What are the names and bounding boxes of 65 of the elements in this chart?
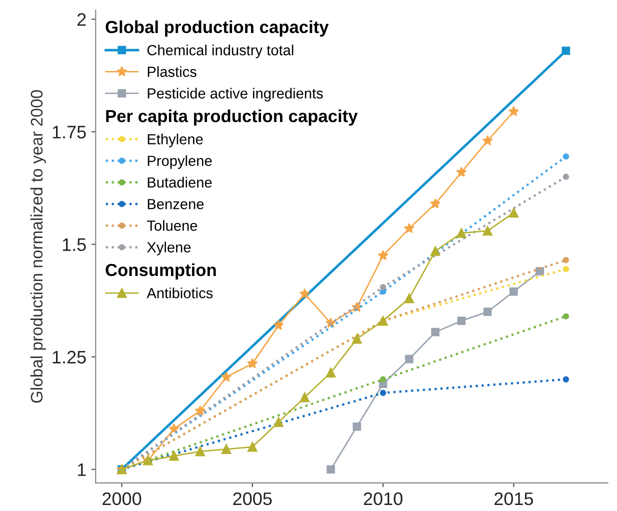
point	[352, 334, 362, 344]
point	[482, 135, 493, 146]
point	[456, 228, 466, 238]
point	[299, 288, 310, 298]
x-tick-label: 2000	[102, 492, 142, 506]
point	[562, 266, 570, 272]
point	[510, 287, 518, 296]
point	[326, 465, 335, 474]
legend-label: Xylene	[147, 242, 191, 256]
y-tick-label: 1.75	[52, 126, 86, 138]
point	[562, 376, 570, 382]
point	[562, 313, 570, 320]
point	[274, 417, 284, 427]
y-axis-title: Global production normalized to year 2000	[30, 90, 46, 403]
annotation: Consumption	[106, 263, 216, 280]
point	[430, 246, 440, 256]
point	[456, 166, 467, 177]
point	[562, 46, 570, 55]
point	[352, 422, 362, 431]
x-tick-label: 2005	[233, 492, 272, 506]
point	[457, 316, 466, 325]
y-tick-label: 1.5	[62, 238, 86, 252]
point	[273, 320, 284, 330]
point	[194, 405, 206, 416]
point	[405, 354, 414, 364]
point	[378, 250, 388, 260]
point	[482, 226, 492, 236]
legend-label: Propylene	[148, 155, 212, 169]
point	[431, 328, 440, 336]
point	[326, 368, 336, 378]
point	[404, 222, 414, 234]
point	[380, 390, 386, 396]
legend-label: Toluene	[147, 220, 198, 231]
x-tick-label: 2010	[364, 492, 402, 506]
point	[380, 284, 386, 290]
legend-label: Benzene	[148, 199, 204, 210]
legend-label: Chemical industry total	[147, 44, 294, 58]
point	[220, 372, 232, 382]
point	[404, 293, 414, 304]
point	[380, 376, 386, 382]
legend-label: Butadiene	[148, 176, 212, 188]
point	[562, 174, 570, 180]
point	[536, 267, 544, 276]
point	[248, 442, 258, 452]
y-tick-label: 1	[78, 464, 86, 476]
annotation: Per capita production capacity	[106, 109, 358, 126]
point	[508, 106, 519, 116]
point	[430, 198, 441, 208]
legend-label: Plastics	[148, 66, 196, 77]
point	[169, 451, 179, 461]
point	[247, 358, 258, 368]
point	[562, 256, 570, 264]
point	[300, 392, 310, 402]
annotation: Global production capacity	[106, 20, 329, 37]
y-tick-label: 1.25	[52, 350, 86, 364]
legend-label: Pesticide active ingredients	[148, 88, 323, 102]
point	[508, 208, 519, 218]
point	[483, 308, 492, 316]
legend-label: Ethylene	[148, 134, 203, 148]
legend-label: Antibiotics	[146, 288, 213, 298]
y-tick-label: 2	[77, 13, 86, 26]
point	[195, 446, 206, 456]
point	[221, 444, 232, 454]
point	[562, 153, 570, 160]
x-tick-label: 2015	[494, 492, 534, 506]
